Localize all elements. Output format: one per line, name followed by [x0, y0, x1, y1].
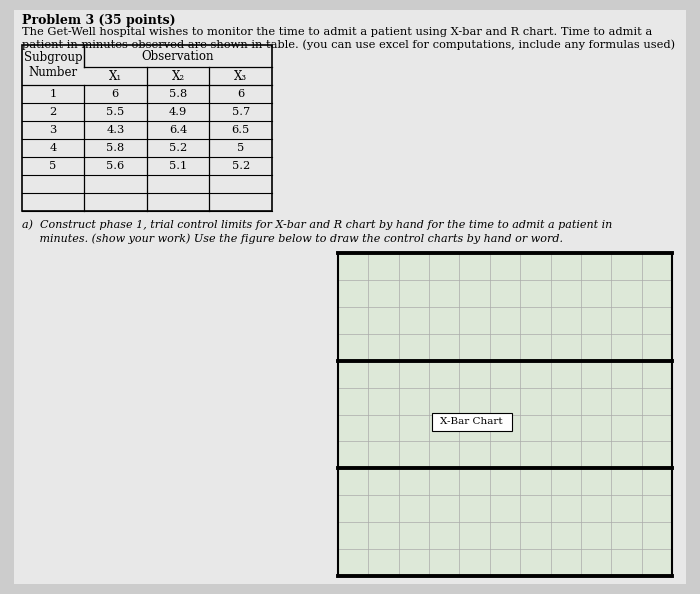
Text: 4: 4: [50, 143, 57, 153]
Text: 5: 5: [237, 143, 244, 153]
Text: X₃: X₃: [234, 69, 247, 83]
Text: 5.2: 5.2: [232, 161, 250, 171]
Text: 5.6: 5.6: [106, 161, 125, 171]
Text: The Get-Well hospital wishes to monitor the time to admit a patient using X-bar : The Get-Well hospital wishes to monitor …: [22, 27, 652, 37]
Text: 5.8: 5.8: [169, 89, 187, 99]
Text: 4.3: 4.3: [106, 125, 125, 135]
Text: 4.9: 4.9: [169, 107, 187, 117]
Text: minutes. (show your work) Use the figure below to draw the control charts by han: minutes. (show your work) Use the figure…: [22, 233, 563, 244]
Text: 5.5: 5.5: [106, 107, 125, 117]
Text: 2: 2: [50, 107, 57, 117]
Text: X-Bar Chart: X-Bar Chart: [440, 417, 503, 426]
Text: X₁: X₁: [108, 69, 122, 83]
Text: patient in minutes observed are shown in table. (you can use excel for computati: patient in minutes observed are shown in…: [22, 39, 675, 49]
Text: 5.2: 5.2: [169, 143, 187, 153]
Text: Observation: Observation: [141, 49, 214, 62]
Text: 6.4: 6.4: [169, 125, 187, 135]
Text: 5.1: 5.1: [169, 161, 187, 171]
Text: Subgroup
Number: Subgroup Number: [24, 51, 83, 79]
Text: 1: 1: [50, 89, 57, 99]
Text: 5.8: 5.8: [106, 143, 125, 153]
Text: X₂: X₂: [172, 69, 185, 83]
Text: Problem 3 (35 points): Problem 3 (35 points): [22, 14, 176, 27]
Text: 6: 6: [112, 89, 119, 99]
Text: a)  Construct phase 1, trial control limits for X-bar and R chart by hand for th: a) Construct phase 1, trial control limi…: [22, 219, 612, 229]
Text: 3: 3: [50, 125, 57, 135]
Text: 6: 6: [237, 89, 244, 99]
Bar: [431, 413, 512, 431]
Text: 5: 5: [50, 161, 57, 171]
Text: 5.7: 5.7: [232, 107, 250, 117]
Bar: [338, 253, 672, 576]
Bar: [22, 45, 272, 211]
Text: 6.5: 6.5: [232, 125, 250, 135]
